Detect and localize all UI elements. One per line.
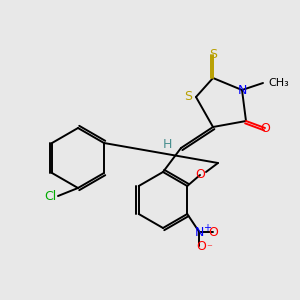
Text: S: S: [209, 49, 217, 62]
Text: +: +: [203, 223, 211, 233]
Text: O: O: [208, 226, 218, 238]
Text: O: O: [196, 239, 206, 253]
Text: S: S: [184, 91, 192, 103]
Text: O: O: [195, 169, 205, 182]
Text: Cl: Cl: [44, 190, 56, 202]
Text: ⁻: ⁻: [206, 243, 212, 253]
Text: O: O: [260, 122, 270, 134]
Text: H: H: [162, 137, 172, 151]
Text: N: N: [195, 226, 204, 238]
Text: CH₃: CH₃: [268, 78, 289, 88]
Text: N: N: [237, 83, 247, 97]
